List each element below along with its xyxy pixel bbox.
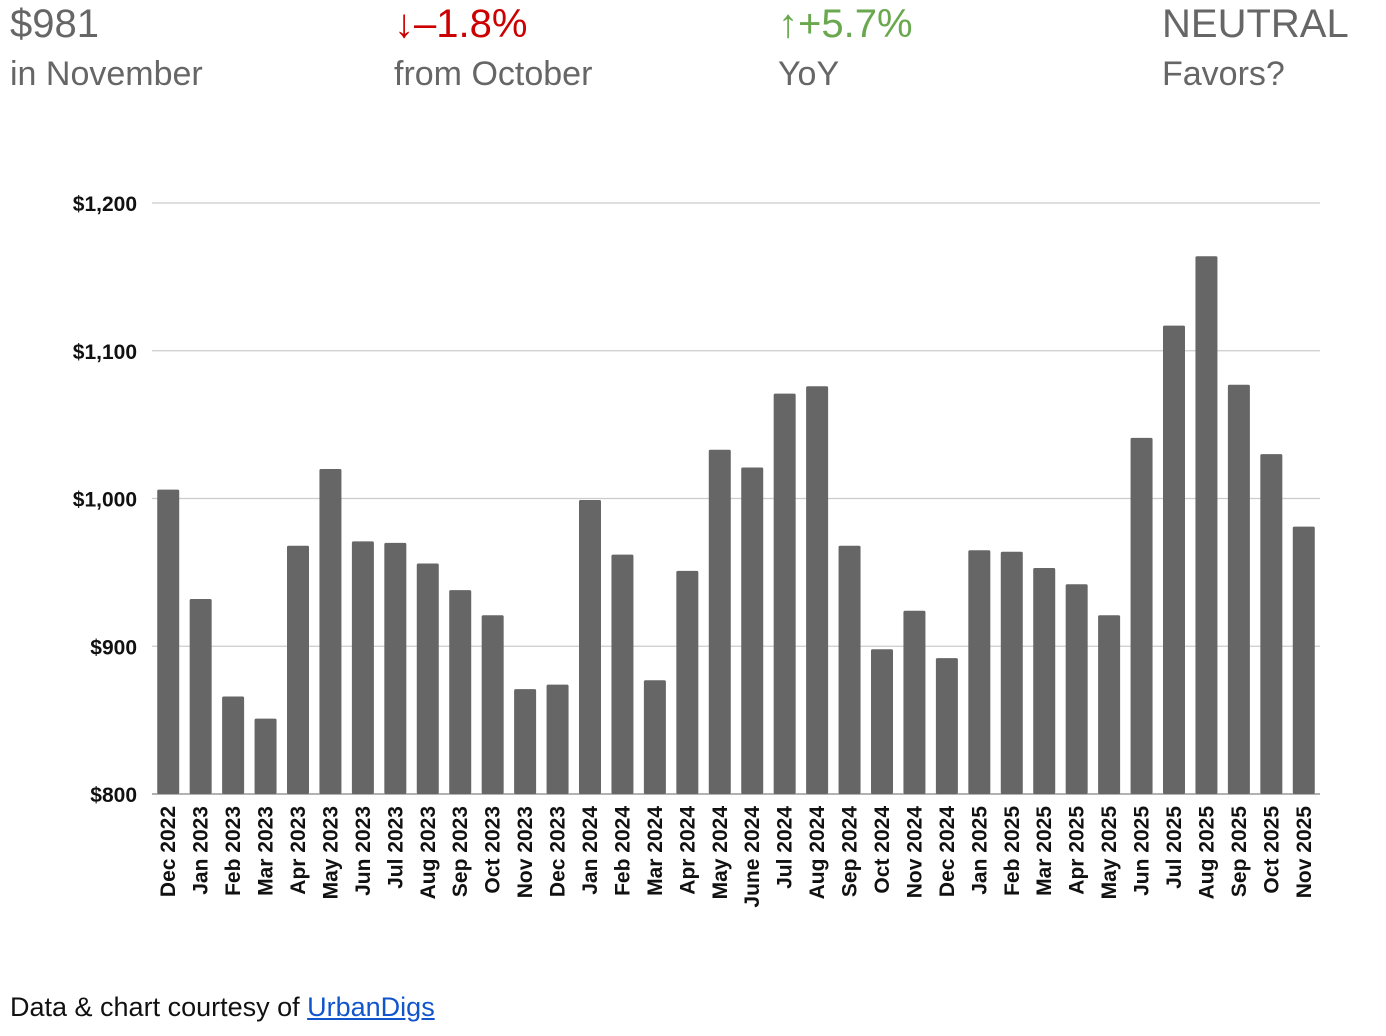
bar bbox=[189, 598, 212, 794]
stat-month-change: ↓–1.8% from October bbox=[394, 0, 592, 95]
stat-label: Favors? bbox=[1162, 55, 1285, 93]
x-tick-label: Aug 2023 bbox=[417, 806, 440, 899]
x-tick-label: June 2024 bbox=[741, 806, 764, 908]
x-tick-label: Mar 2025 bbox=[1033, 806, 1056, 896]
y-tick-label: $1,200 bbox=[73, 193, 137, 216]
x-tick-label: Oct 2024 bbox=[871, 806, 894, 894]
x-tick-label: Dec 2024 bbox=[936, 806, 959, 897]
bar bbox=[1033, 567, 1056, 794]
stat-yoy-change: ↑+5.7% YoY bbox=[778, 0, 913, 95]
bar bbox=[1195, 256, 1218, 794]
bar bbox=[773, 393, 796, 794]
x-tick-label: Aug 2024 bbox=[806, 806, 829, 900]
y-tick-label: $800 bbox=[90, 784, 137, 807]
x-tick-label: Mar 2023 bbox=[255, 806, 278, 896]
stat-market-favor: NEUTRAL Favors? bbox=[1162, 0, 1349, 95]
bar bbox=[481, 615, 504, 794]
x-tick-label: Nov 2024 bbox=[903, 806, 926, 899]
stat-current-price: $981 in November bbox=[10, 0, 203, 95]
bar-chart: $800 $900 $1,000 $1,100 $1,200 Dec 2022 Jan 20… bbox=[73, 193, 1320, 908]
bar bbox=[514, 689, 537, 794]
x-tick-label: Jan 2024 bbox=[579, 806, 602, 895]
x-tick-label: Aug 2025 bbox=[1195, 806, 1218, 900]
urbandigs-link[interactable]: UrbanDigs bbox=[307, 992, 435, 1022]
x-tick-label: Sep 2025 bbox=[1228, 806, 1251, 897]
bar bbox=[643, 680, 666, 794]
bar bbox=[611, 554, 634, 794]
bar bbox=[1098, 615, 1121, 794]
x-tick-label: May 2025 bbox=[1098, 806, 1121, 900]
footer-text: Data & chart courtesy of bbox=[10, 992, 308, 1022]
stat-value: $981 bbox=[10, 2, 99, 46]
bar bbox=[903, 610, 926, 794]
x-tick-label: Dec 2022 bbox=[157, 806, 180, 897]
y-tick-label: $1,000 bbox=[73, 489, 137, 512]
x-tick-label: Feb 2024 bbox=[611, 806, 634, 896]
bar bbox=[449, 590, 472, 794]
bar bbox=[676, 570, 699, 794]
bar bbox=[871, 649, 893, 794]
x-tick-label: Mar 2024 bbox=[644, 806, 667, 896]
x-tick-label: Dec 2023 bbox=[547, 806, 570, 897]
bar bbox=[157, 489, 180, 794]
bar bbox=[1000, 551, 1023, 794]
x-tick-label: Apr 2025 bbox=[1066, 806, 1089, 895]
bar bbox=[1227, 384, 1250, 794]
bar bbox=[416, 563, 439, 794]
x-tick-label: Apr 2024 bbox=[676, 806, 699, 895]
bar bbox=[1065, 584, 1088, 794]
x-tick-label: Oct 2025 bbox=[1260, 806, 1283, 894]
x-tick-label: Nov 2023 bbox=[514, 806, 537, 898]
bar bbox=[741, 467, 764, 794]
bar bbox=[222, 696, 245, 794]
bar bbox=[708, 449, 731, 794]
stats-row: $981 in November ↓–1.8% from October ↑+5… bbox=[0, 0, 1386, 110]
bar bbox=[935, 658, 958, 794]
y-tick-label: $1,100 bbox=[73, 341, 137, 364]
x-tick-label: Jul 2024 bbox=[774, 806, 797, 889]
bar bbox=[287, 545, 309, 794]
x-tick-label: Oct 2023 bbox=[482, 806, 505, 894]
x-tick-label: Jul 2023 bbox=[384, 806, 407, 889]
stat-value: NEUTRAL bbox=[1162, 2, 1349, 46]
x-tick-label: Jan 2023 bbox=[190, 806, 213, 895]
bar bbox=[1292, 526, 1315, 794]
stat-label: in November bbox=[10, 55, 203, 93]
stat-value: ↓–1.8% bbox=[394, 2, 528, 46]
bar bbox=[1130, 437, 1153, 794]
x-tick-label: Jun 2025 bbox=[1131, 806, 1154, 896]
bar bbox=[806, 386, 829, 794]
bar bbox=[968, 550, 991, 794]
x-tick-label: Feb 2025 bbox=[1001, 806, 1024, 896]
x-tick-label: May 2023 bbox=[319, 806, 342, 899]
footer-credit: Data & chart courtesy of UrbanDigs bbox=[10, 992, 435, 1023]
bar bbox=[319, 468, 342, 794]
x-tick-label: May 2024 bbox=[709, 806, 732, 900]
bar bbox=[1260, 454, 1283, 794]
x-tick-label: Jul 2025 bbox=[1163, 806, 1186, 889]
stat-label: YoY bbox=[778, 55, 840, 93]
x-tick-label: Jun 2023 bbox=[352, 806, 375, 896]
bar bbox=[838, 545, 861, 794]
y-tick-label: $900 bbox=[90, 636, 137, 659]
stat-value: ↑+5.7% bbox=[778, 2, 913, 46]
x-tick-label: Jan 2025 bbox=[968, 806, 991, 895]
x-tick-label: Nov 2025 bbox=[1293, 806, 1316, 899]
x-tick-label: Sep 2023 bbox=[449, 806, 472, 897]
x-tick-label: Sep 2024 bbox=[839, 806, 862, 897]
bar bbox=[254, 718, 277, 794]
bar bbox=[546, 684, 569, 794]
x-tick-label: Feb 2023 bbox=[222, 806, 245, 896]
bar bbox=[579, 499, 601, 794]
stat-label: from October bbox=[394, 55, 593, 93]
bar bbox=[384, 542, 407, 794]
x-tick-label: Apr 2023 bbox=[287, 806, 310, 895]
bar bbox=[1163, 325, 1185, 794]
bar bbox=[351, 541, 374, 794]
